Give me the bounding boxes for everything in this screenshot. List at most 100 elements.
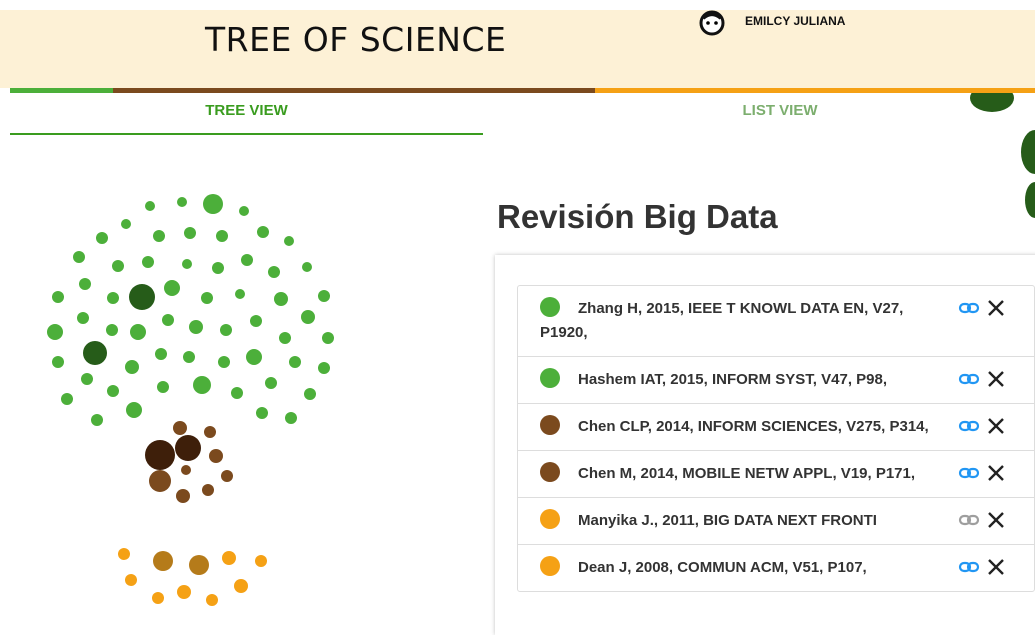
tree-node[interactable] (152, 592, 164, 604)
tree-node[interactable] (234, 579, 248, 593)
tree-node[interactable] (126, 402, 142, 418)
tab[interactable]: TREE VIEW (10, 102, 483, 135)
tree-node[interactable] (145, 440, 175, 470)
tree-node[interactable] (209, 449, 223, 463)
tree-node[interactable] (107, 292, 119, 304)
user-name[interactable]: EMILCY JULIANA (745, 14, 845, 28)
tree-node[interactable] (91, 414, 103, 426)
tree-node[interactable] (77, 312, 89, 324)
tree-node[interactable] (246, 349, 262, 365)
link-icon[interactable] (960, 469, 978, 477)
tree-node[interactable] (149, 470, 171, 492)
tree-node[interactable] (177, 585, 191, 599)
tree-node[interactable] (153, 551, 173, 571)
tree-node[interactable] (164, 280, 180, 296)
tree-node[interactable] (125, 574, 137, 586)
tree-node[interactable] (318, 362, 330, 374)
tree-node[interactable] (201, 292, 213, 304)
tree-node[interactable] (79, 278, 91, 290)
remove-icon[interactable] (989, 372, 1003, 386)
link-icon[interactable] (960, 304, 978, 312)
link-icon[interactable] (960, 563, 978, 571)
tree-node[interactable] (73, 251, 85, 263)
tree-node[interactable] (212, 262, 224, 274)
reference-item[interactable]: Hashem IAT, 2015, INFORM SYST, V47, P98, (518, 357, 1034, 404)
tree-node[interactable] (125, 360, 139, 374)
tree-node[interactable] (142, 256, 154, 268)
tree-node[interactable] (129, 284, 155, 310)
tree-node[interactable] (206, 594, 218, 606)
tree-node[interactable] (107, 385, 119, 397)
tree-node[interactable] (176, 489, 190, 503)
tree-node[interactable] (279, 332, 291, 344)
reference-item[interactable]: Chen M, 2014, MOBILE NETW APPL, V19, P17… (518, 451, 1034, 498)
tree-node[interactable] (274, 292, 288, 306)
link-icon[interactable] (960, 422, 978, 430)
tree-node[interactable] (173, 421, 187, 435)
tree-node[interactable] (52, 356, 64, 368)
tree-node[interactable] (221, 470, 233, 482)
remove-icon[interactable] (989, 466, 1003, 480)
tree-node[interactable] (202, 484, 214, 496)
link-icon[interactable] (960, 516, 978, 524)
reference-item[interactable]: Manyika J., 2011, BIG DATA NEXT FRONTI (518, 498, 1034, 545)
tree-node[interactable] (284, 236, 294, 246)
tree-node[interactable] (285, 412, 297, 424)
tree-node[interactable] (256, 407, 268, 419)
tree-node[interactable] (189, 320, 203, 334)
tree-node[interactable] (155, 348, 167, 360)
tree-node[interactable] (175, 435, 201, 461)
tree-node[interactable] (145, 201, 155, 211)
tree-node[interactable] (183, 351, 195, 363)
tab[interactable]: LIST VIEW (530, 102, 1030, 119)
tree-node[interactable] (250, 315, 262, 327)
reference-item[interactable]: Dean J, 2008, COMMUN ACM, V51, P107, (518, 545, 1034, 591)
tree-node[interactable] (322, 332, 334, 344)
tree-node[interactable] (241, 254, 253, 266)
remove-icon[interactable] (989, 513, 1003, 527)
tree-node[interactable] (118, 548, 130, 560)
tree-node[interactable] (301, 310, 315, 324)
tree-node[interactable] (318, 290, 330, 302)
tree-node[interactable] (231, 387, 243, 399)
tree-node[interactable] (112, 260, 124, 272)
tree-node[interactable] (181, 465, 191, 475)
tree-node[interactable] (235, 289, 245, 299)
tree-node[interactable] (220, 324, 232, 336)
remove-icon[interactable] (989, 560, 1003, 574)
tree-node[interactable] (153, 230, 165, 242)
tree-node[interactable] (255, 555, 267, 567)
tree-node[interactable] (216, 230, 228, 242)
tree-node[interactable] (304, 388, 316, 400)
tree-node[interactable] (302, 262, 312, 272)
tree-node[interactable] (218, 356, 230, 368)
remove-icon[interactable] (989, 301, 1003, 315)
tree-node[interactable] (106, 324, 118, 336)
tree-node[interactable] (289, 356, 301, 368)
tree-node[interactable] (96, 232, 108, 244)
tree-node[interactable] (189, 555, 209, 575)
tree-node[interactable] (239, 206, 249, 216)
tree-node[interactable] (52, 291, 64, 303)
tree-node[interactable] (222, 551, 236, 565)
reference-item[interactable]: Zhang H, 2015, IEEE T KNOWL DATA EN, V27… (518, 286, 1034, 357)
tree-node[interactable] (130, 324, 146, 340)
tree-node[interactable] (204, 426, 216, 438)
tree-node[interactable] (257, 226, 269, 238)
tree-node[interactable] (83, 341, 107, 365)
tree-node[interactable] (203, 194, 223, 214)
link-icon[interactable] (960, 375, 978, 383)
tree-node[interactable] (177, 197, 187, 207)
tree-node[interactable] (121, 219, 131, 229)
tree-node[interactable] (184, 227, 196, 239)
tree-node[interactable] (61, 393, 73, 405)
tree-node[interactable] (47, 324, 63, 340)
tree-node[interactable] (268, 266, 280, 278)
tree-node[interactable] (265, 377, 277, 389)
tree-node[interactable] (162, 314, 174, 326)
remove-icon[interactable] (989, 419, 1003, 433)
reference-item[interactable]: Chen CLP, 2014, INFORM SCIENCES, V275, P… (518, 404, 1034, 451)
tree-node[interactable] (193, 376, 211, 394)
tree-node[interactable] (182, 259, 192, 269)
tree-node[interactable] (157, 381, 169, 393)
